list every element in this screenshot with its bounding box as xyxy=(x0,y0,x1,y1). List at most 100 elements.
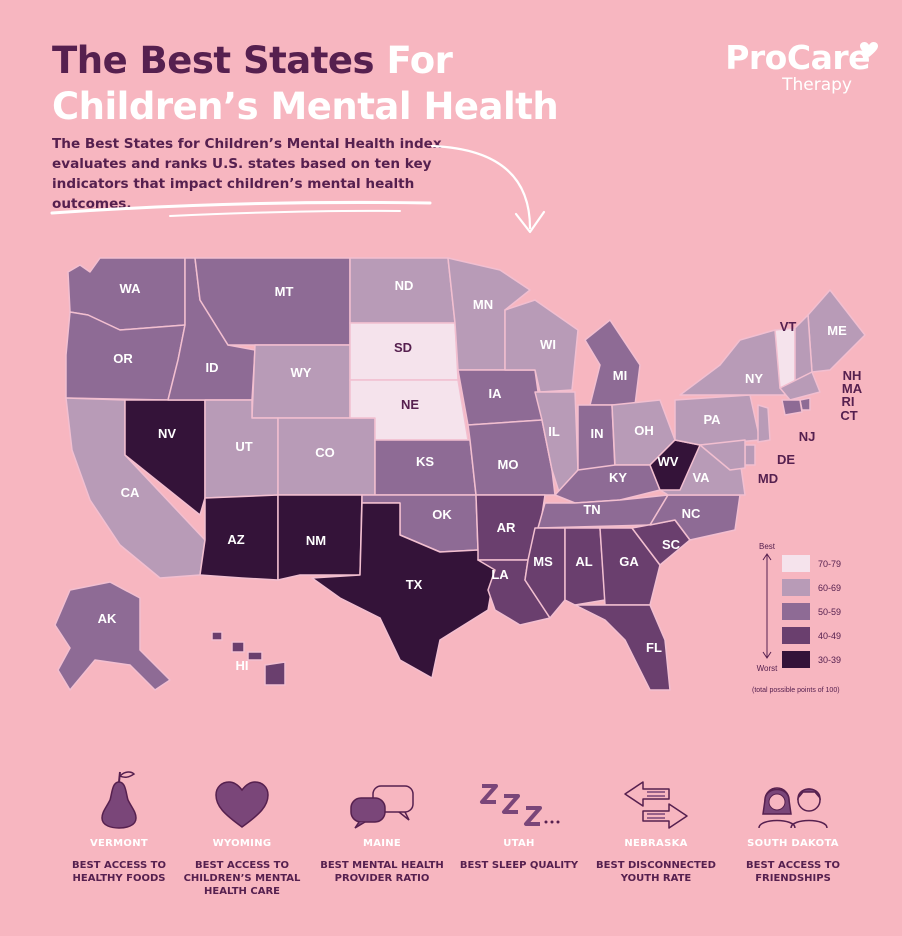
pear-icon xyxy=(101,771,137,829)
state-MI xyxy=(584,319,641,406)
state-label-DE: DE xyxy=(777,452,795,467)
state-label-NE: NE xyxy=(401,397,419,412)
category-state: VERMONT xyxy=(89,838,148,849)
state-label-ND: ND xyxy=(395,278,414,293)
decor-arrow-head xyxy=(514,210,546,234)
logo-brand: ProCare xyxy=(725,38,870,77)
state-label-UT: UT xyxy=(235,439,252,454)
state-label-NH: NH xyxy=(843,368,862,383)
state-label-MS: MS xyxy=(533,554,553,569)
state-TX xyxy=(311,502,496,679)
state-label-SD: SD xyxy=(394,340,412,355)
state-AL xyxy=(564,527,606,606)
state-label-OH: OH xyxy=(634,423,654,438)
legend-label-70-79: 70-79 xyxy=(818,559,841,569)
state-HI-2 xyxy=(231,641,245,653)
title-line2: Children’s Mental Health xyxy=(52,85,559,128)
intro-text: The Best States for Children’s Mental He… xyxy=(52,136,442,212)
state-label-NJ: NJ xyxy=(799,429,816,444)
state-label-IL: IL xyxy=(548,424,560,439)
page-title: The Best States For Children’s Mental He… xyxy=(52,38,559,130)
category-desc: BEST MENTAL HEALTH PROVIDER RATIO xyxy=(320,860,444,884)
sleep-icon xyxy=(480,784,560,826)
legend-label-30-39: 30-39 xyxy=(818,655,841,665)
state-label-MN: MN xyxy=(473,297,493,312)
state-label-OR: OR xyxy=(113,351,133,366)
state-label-SC: SC xyxy=(662,537,681,552)
category-maine: MAINE BEST MENTAL HEALTH PROVIDER RATIO xyxy=(312,760,452,885)
state-label-GA: GA xyxy=(619,554,639,569)
state-HI-3 xyxy=(247,651,263,661)
decor-arrow xyxy=(430,144,532,230)
category-desc: BEST SLEEP QUALITY xyxy=(459,860,579,871)
logo-heart-icon xyxy=(860,42,878,57)
us-map: WA OR CA NV ID MT WY UT AZ CO NM ND SD NE KS OK TX MN IA MO… xyxy=(50,144,866,694)
state-label-WV: WV xyxy=(658,454,679,469)
chat-bubbles-icon xyxy=(350,785,414,829)
state-NY xyxy=(679,329,786,396)
category-state: WYOMING xyxy=(212,838,272,849)
state-label-PA: PA xyxy=(703,412,721,427)
legend: Best Worst 70-79 60-69 50-59 40-49 30-39 (to… xyxy=(752,542,841,694)
state-label-TX: TX xyxy=(406,577,423,592)
state-label-AL: AL xyxy=(575,554,592,569)
state-label-MD: MD xyxy=(758,471,778,486)
legend-swatch-60-69 xyxy=(782,579,810,596)
category-desc: BEST ACCESS TO HEALTHY FOODS xyxy=(72,860,166,884)
heart-icon xyxy=(215,781,269,828)
state-label-TN: TN xyxy=(583,502,600,517)
state-FL xyxy=(574,604,671,691)
legend-label-60-69: 60-69 xyxy=(818,583,841,593)
category-desc: BEST DISCONNECTED YOUTH RATE xyxy=(596,860,716,884)
state-label-OK: OK xyxy=(432,507,452,522)
state-CT xyxy=(781,399,803,416)
state-label-CT: CT xyxy=(840,408,857,423)
state-MA xyxy=(779,371,821,401)
state-label-IA: IA xyxy=(489,386,503,401)
state-label-ME: ME xyxy=(827,323,847,338)
legend-note: (total possible points of 100) xyxy=(752,687,840,694)
state-label-ID: ID xyxy=(206,360,219,375)
legend-swatch-70-79 xyxy=(782,555,810,572)
state-label-NY: NY xyxy=(745,371,763,386)
arrows-icon xyxy=(624,781,688,829)
state-label-NM: NM xyxy=(306,533,326,548)
legend-best: Best xyxy=(759,542,776,551)
underline-1 xyxy=(50,200,432,215)
state-label-WI: WI xyxy=(540,337,556,352)
state-WI xyxy=(504,299,579,393)
state-MD xyxy=(699,439,746,471)
state-label-VA: VA xyxy=(692,470,710,485)
state-label-MO: MO xyxy=(498,457,519,472)
state-label-FL: FL xyxy=(646,640,662,655)
state-label-NV: NV xyxy=(158,426,176,441)
category-wyoming: WYOMING BEST ACCESS TO CHILDREN’S MENTAL… xyxy=(172,760,312,898)
category-state: MAINE xyxy=(362,838,402,849)
state-label-MT: MT xyxy=(275,284,294,299)
state-label-CA: CA xyxy=(121,485,140,500)
legend-label-40-49: 40-49 xyxy=(818,631,841,641)
category-state: UTAH xyxy=(503,838,535,849)
state-label-RI: RI xyxy=(842,394,855,409)
state-label-AR: AR xyxy=(497,520,516,535)
friends-icon xyxy=(758,787,828,829)
state-HI xyxy=(211,631,223,641)
state-label-NC: NC xyxy=(682,506,701,521)
category-desc: BEST ACCESS TO CHILDREN’S MENTAL HEALTH … xyxy=(183,860,301,897)
state-GA xyxy=(599,527,661,606)
title-part2: For xyxy=(386,39,453,82)
category-state: SOUTH DAKOTA xyxy=(747,838,839,849)
category-nebraska: NEBRASKA BEST DISCONNECTED YOUTH RATE xyxy=(586,760,726,885)
state-NJ xyxy=(757,404,771,443)
state-label-MA: MA xyxy=(842,381,863,396)
legend-swatch-30-39 xyxy=(782,651,810,668)
state-label-VT: VT xyxy=(780,319,797,334)
state-label-WA: WA xyxy=(120,281,142,296)
state-AK xyxy=(54,581,171,691)
category-utah: UTAH BEST SLEEP QUALITY xyxy=(449,760,589,872)
category-south-dakota: SOUTH DAKOTA BEST ACCESS TO FRIENDSHIPS xyxy=(723,760,863,885)
legend-swatch-50-59 xyxy=(782,603,810,620)
procare-logo: ProCare Therapy xyxy=(725,38,878,94)
state-label-AK: AK xyxy=(98,611,117,626)
category-state: NEBRASKA xyxy=(624,838,688,849)
